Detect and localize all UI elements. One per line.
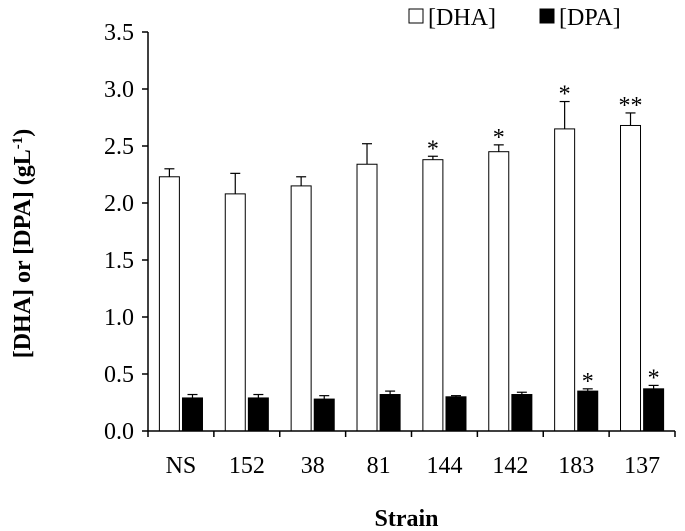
significance-mark: * (648, 365, 660, 391)
significance-mark: * (582, 369, 594, 395)
bar-dha (356, 163, 378, 432)
axes: 0.0 0.5 1.0 1.5 2.0 2.5 3.0 3.5 NS 152 38 81 144 142 1… (104, 20, 676, 479)
x-tick-label: 137 (624, 453, 660, 479)
bar-dpa (313, 398, 335, 432)
bars-layer: * ** *** * (158, 82, 665, 432)
x-tick-label: 38 (301, 453, 325, 479)
x-tick-label: 152 (229, 453, 265, 479)
legend-label: [DHA] (428, 5, 496, 31)
significance-mark: ** (619, 93, 643, 119)
bar-dpa (643, 388, 665, 432)
legend-label: [DPA] (559, 5, 621, 31)
legend-swatch (408, 8, 424, 24)
x-tick-label: 142 (492, 453, 528, 479)
bar-dha (620, 124, 642, 432)
bar-dha (158, 176, 180, 432)
bar-dpa (445, 396, 467, 432)
y-tick-label: 3.0 (104, 77, 134, 103)
bar-dha (422, 159, 444, 432)
x-tick-label: 81 (367, 453, 391, 479)
legend: [DHA] [DPA] (408, 5, 621, 31)
y-tick-label: 3.5 (104, 20, 134, 46)
y-tick-label: 1.5 (104, 248, 134, 274)
bar-dpa (247, 397, 269, 432)
x-tick-label: 183 (558, 453, 594, 479)
bar-dha (290, 185, 312, 432)
y-tick-label: 1.0 (104, 305, 134, 331)
significance-mark: * (427, 136, 439, 162)
x-tick-label: 144 (426, 453, 462, 479)
bar-dpa (379, 394, 401, 432)
bar-dpa (511, 394, 533, 432)
y-tick-label: 2.5 (104, 134, 134, 160)
y-axis-title: [DHA] or [DPA] (gL-1) (10, 129, 36, 359)
legend-swatch (539, 8, 555, 24)
x-axis-title: Strain (374, 506, 438, 531)
bar-dpa (577, 390, 599, 432)
bar-dha (554, 128, 576, 432)
bar-dha (224, 193, 246, 432)
y-tick-label: 0.5 (104, 362, 134, 388)
bar-dha (488, 151, 510, 432)
y-tick-label: 0.0 (104, 419, 134, 445)
x-tick-label: NS (166, 453, 197, 479)
bar-dpa (181, 397, 203, 432)
significance-mark: * (493, 125, 505, 151)
significance-mark: * (559, 82, 571, 108)
y-tick-label: 2.0 (104, 191, 134, 217)
